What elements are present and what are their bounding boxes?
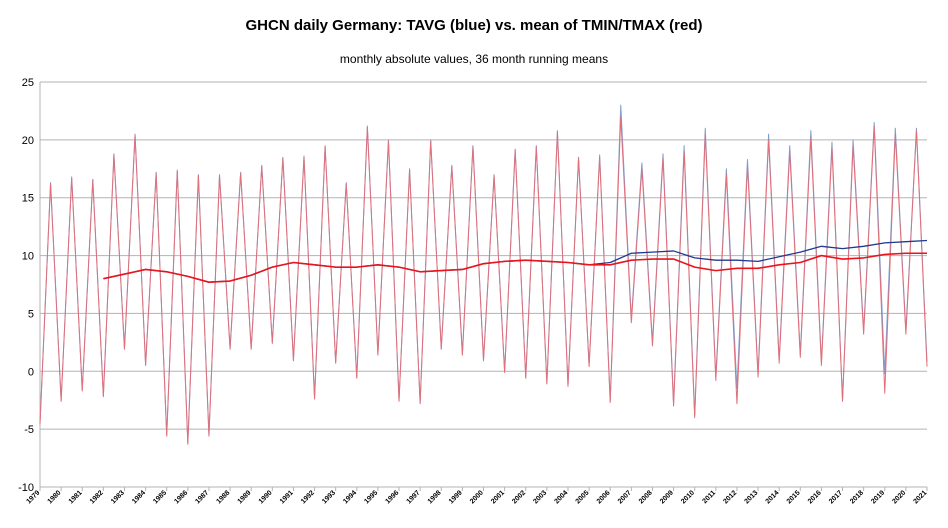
x-tick-label: 1987 [194, 489, 210, 505]
x-tick-label: 1993 [321, 489, 337, 505]
x-tick-label: 2014 [765, 489, 781, 505]
x-tick-label: 1985 [152, 489, 168, 505]
x-tick-label: 2006 [596, 489, 612, 505]
x-tick-label: 2008 [638, 489, 654, 505]
x-tick-label: 1991 [279, 489, 295, 505]
x-tick-label: 2005 [575, 489, 591, 505]
x-tick-label: 2010 [680, 489, 696, 505]
x-tick-label: 1989 [237, 489, 253, 505]
x-tick-label: 2001 [490, 489, 506, 505]
y-tick-label: 15 [22, 193, 34, 205]
x-tick-label: 2009 [659, 489, 675, 505]
x-tick-label: 1998 [427, 489, 443, 505]
chart-subtitle: monthly absolute values, 36 month runnin… [340, 52, 608, 66]
x-tick-label: 1995 [363, 489, 379, 505]
x-tick-label: 1990 [258, 489, 274, 505]
x-tick-label: 2003 [532, 489, 548, 505]
series-line [103, 252, 927, 283]
x-tick-label: 1980 [47, 489, 63, 505]
x-tick-label: 1994 [342, 489, 358, 505]
x-tick-label: 1999 [448, 489, 464, 505]
x-tick-label: 1988 [216, 489, 232, 505]
x-tick-label: 2015 [786, 489, 802, 505]
x-tick-label: 2018 [849, 489, 865, 505]
x-tick-label: 2002 [511, 489, 527, 505]
x-tick-label: 2007 [617, 489, 633, 505]
x-tick-label: 2000 [469, 489, 485, 505]
y-tick-label: -10 [18, 482, 34, 494]
x-tick-label: 1996 [384, 489, 400, 505]
y-tick-label: 25 [22, 77, 34, 89]
x-tick-label: 2020 [891, 489, 907, 505]
series-line [39, 116, 928, 445]
x-tick-label: 2011 [702, 489, 718, 505]
x-tick-label: 2004 [553, 489, 569, 505]
x-tick-label: 1983 [110, 489, 126, 505]
x-tick-label: 1986 [173, 489, 189, 505]
x-tick-label: 1992 [300, 489, 316, 505]
chart-title: GHCN daily Germany: TAVG (blue) vs. mean… [246, 17, 703, 34]
x-tick-label: 2019 [870, 489, 886, 505]
x-tick-label: 1981 [68, 489, 84, 505]
x-tick-label: 2021 [912, 489, 928, 505]
x-tick-label: 2012 [722, 489, 738, 505]
y-tick-label: 10 [22, 251, 34, 263]
x-tick-label: 2016 [807, 489, 823, 505]
y-tick-label: 20 [22, 135, 34, 147]
x-tick-label: 1997 [406, 489, 422, 505]
x-tick-label: 2013 [743, 489, 759, 505]
y-tick-label: -5 [24, 424, 34, 436]
x-tick-label: 1982 [89, 489, 105, 505]
y-tick-label: 5 [28, 308, 34, 320]
x-tick-label: 2017 [828, 489, 844, 505]
y-tick-label: 0 [28, 366, 34, 378]
x-tick-label: 1984 [131, 489, 147, 505]
